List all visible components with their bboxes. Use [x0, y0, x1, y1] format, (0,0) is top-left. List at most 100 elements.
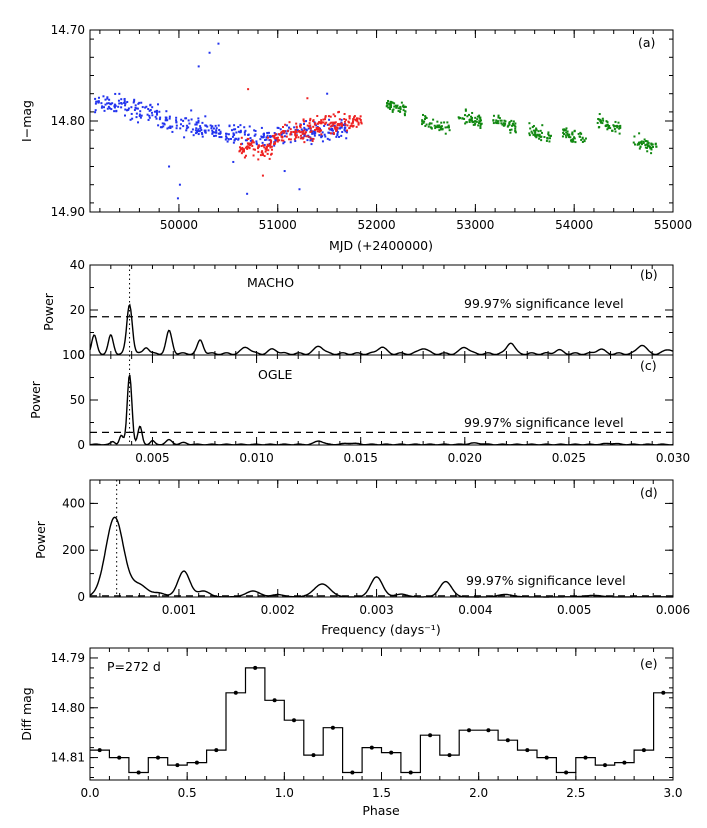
data-point-green	[528, 134, 531, 137]
data-point-red	[251, 139, 254, 142]
data-point-green	[650, 152, 653, 155]
data-point-green	[471, 119, 474, 122]
data-point-red	[283, 130, 286, 133]
phase-point	[136, 770, 141, 775]
data-point-green	[387, 106, 390, 109]
data-point-green	[394, 104, 397, 107]
data-point-blue	[199, 125, 202, 128]
data-point-green	[646, 140, 649, 143]
data-point-blue	[129, 118, 132, 121]
data-point-blue	[197, 119, 200, 122]
data-point-red	[313, 122, 316, 125]
data-point-red	[334, 121, 337, 124]
data-point-green	[540, 131, 543, 134]
data-point-green	[492, 114, 495, 117]
data-point-blue	[200, 128, 203, 131]
data-point-blue	[204, 115, 207, 118]
data-point-green	[391, 101, 394, 104]
data-point-blue	[147, 108, 150, 111]
data-point-red	[282, 130, 285, 133]
data-point-green	[651, 145, 654, 148]
panel-b-label: (b)	[640, 267, 658, 282]
data-point-red	[320, 122, 323, 125]
data-point-red	[313, 123, 316, 126]
panel-e-annotation: P=272 d	[107, 659, 161, 674]
data-point-blue	[130, 106, 133, 109]
panel-d-xtick-label: 0.001	[162, 603, 196, 617]
data-point-blue	[106, 97, 109, 100]
data-point-green	[583, 139, 586, 142]
data-point-blue	[123, 100, 126, 103]
panel-c-periodogram	[89, 374, 674, 446]
data-point-red	[318, 129, 321, 132]
data-point-blue	[110, 108, 113, 111]
data-point-blue	[339, 126, 342, 129]
data-point-blue	[102, 95, 105, 98]
data-point-red	[320, 121, 323, 124]
data-point-blue	[107, 102, 110, 105]
data-point-blue	[157, 124, 160, 127]
data-point-blue	[102, 106, 105, 109]
data-point-red	[248, 146, 251, 149]
data-point-blue	[336, 134, 339, 137]
phase-point	[525, 748, 530, 753]
data-point-green	[563, 133, 566, 136]
data-point-red	[286, 130, 289, 133]
data-point-green	[467, 113, 470, 116]
data-point-green	[434, 125, 437, 128]
data-point-blue	[106, 96, 109, 99]
data-point-green	[655, 145, 658, 148]
data-point-blue	[207, 129, 210, 132]
data-point-green	[534, 133, 537, 136]
phase-point	[175, 763, 180, 768]
data-point-blue	[239, 124, 242, 127]
data-point-red	[266, 136, 269, 139]
data-point-blue	[101, 105, 104, 108]
panel-a-xtick-label: 50000	[160, 218, 198, 232]
data-point-red	[332, 121, 335, 124]
data-point-green	[424, 116, 427, 119]
data-point-blue	[155, 117, 158, 120]
data-point-green	[538, 135, 541, 138]
data-point-blue	[253, 129, 256, 132]
data-point-blue	[117, 105, 120, 108]
data-point-blue	[253, 134, 256, 137]
data-point-blue	[214, 124, 217, 127]
data-point-blue	[211, 129, 214, 132]
panel-c-title: OGLE	[258, 367, 292, 382]
panel-a-ytick-label: 14.90	[51, 205, 85, 219]
data-point-green	[512, 123, 515, 126]
data-point-green	[547, 133, 550, 136]
data-point-green	[647, 141, 650, 144]
data-point-blue	[208, 51, 211, 54]
data-point-green	[540, 135, 543, 138]
data-point-red	[312, 120, 315, 123]
data-point-red	[319, 122, 322, 125]
data-point-green	[440, 125, 443, 128]
data-point-blue	[210, 125, 213, 128]
data-point-red	[305, 135, 308, 138]
data-point-green	[580, 138, 583, 141]
panel-a-xtick-label: 51000	[259, 218, 297, 232]
data-point-green	[532, 129, 535, 132]
data-point-red	[312, 125, 315, 128]
data-point-red	[360, 121, 363, 124]
data-point-blue	[134, 106, 137, 109]
data-point-red	[292, 130, 295, 133]
data-point-blue	[94, 102, 97, 105]
data-point-red	[328, 123, 331, 126]
data-point-green	[508, 123, 511, 126]
panel-e-ytick-label: 14.80	[51, 701, 85, 715]
data-point-blue	[159, 116, 162, 119]
data-point-blue	[168, 115, 171, 118]
data-point-green	[646, 150, 649, 153]
data-point-green	[609, 127, 612, 130]
data-point-green	[477, 124, 480, 127]
data-point-green	[639, 141, 642, 144]
data-point-blue	[305, 128, 308, 131]
data-point-red	[247, 143, 250, 146]
data-point-green	[389, 102, 392, 105]
data-point-blue	[284, 130, 287, 133]
data-point-green	[543, 136, 546, 139]
data-point-red	[249, 144, 252, 147]
